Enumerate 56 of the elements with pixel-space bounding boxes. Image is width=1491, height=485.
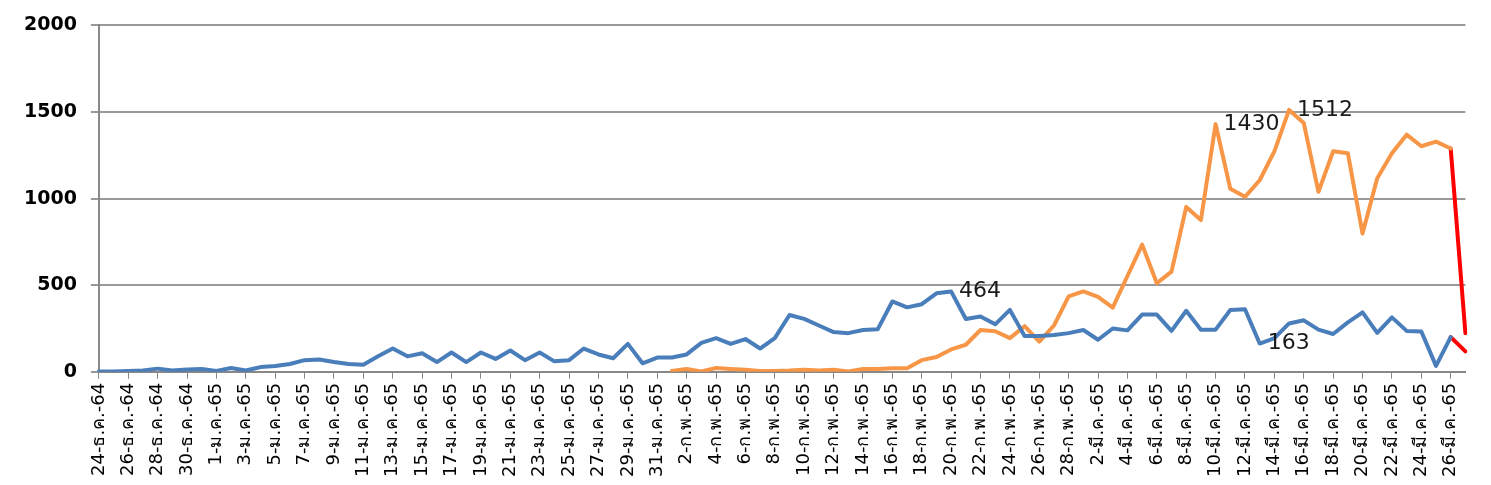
x-tick-label: 8-ก.พ.-65 bbox=[762, 382, 784, 465]
x-tick-label: 29-ม.ค.-65 bbox=[615, 382, 637, 478]
data-label: 1430 bbox=[1223, 109, 1280, 135]
x-tick-label: 18-มี.ค.-65 bbox=[1320, 382, 1342, 478]
x-tick-label: 24-ก.พ.-65 bbox=[997, 382, 1019, 477]
x-tick-label: 16-มี.ค.-65 bbox=[1291, 382, 1313, 478]
x-tick-label: 16-ก.พ.-65 bbox=[880, 382, 902, 477]
x-tick-label: 26-ธ.ค.-64 bbox=[115, 382, 137, 477]
x-tick-label: 23-ม.ค.-65 bbox=[527, 382, 549, 478]
x-tick-label: 28-ก.พ.-65 bbox=[1056, 382, 1078, 477]
x-tick-label: 2-มี.ค.-65 bbox=[1085, 382, 1107, 466]
x-tick-label: 14-ก.พ.-65 bbox=[850, 382, 872, 477]
x-tick-label: 12-มี.ค.-65 bbox=[1232, 382, 1254, 478]
data-label: 1512 bbox=[1297, 95, 1354, 121]
x-tick-label: 11-ม.ค.-65 bbox=[351, 382, 373, 478]
x-tick-label: 6-ก.พ.-65 bbox=[733, 382, 755, 465]
x-tick-label: 10-ก.พ.-65 bbox=[791, 382, 813, 477]
x-tick-label: 3-ม.ค.-65 bbox=[233, 382, 255, 466]
y-tick-label: 2000 bbox=[23, 12, 77, 35]
x-tick-label: 19-ม.ค.-65 bbox=[468, 382, 490, 478]
data-label: 464 bbox=[959, 277, 1002, 303]
x-tick-label: 14-มี.ค.-65 bbox=[1262, 382, 1284, 478]
x-tick-label: 9-ม.ค.-65 bbox=[321, 382, 343, 466]
x-tick-label: 6-มี.ค.-65 bbox=[1144, 382, 1166, 466]
x-tick-label: 25-ม.ค.-65 bbox=[556, 382, 578, 478]
x-tick-label: 12-ก.พ.-65 bbox=[821, 382, 843, 477]
x-tick-label: 1-ม.ค.-65 bbox=[204, 382, 226, 466]
x-tick-label: 7-ม.ค.-65 bbox=[292, 382, 314, 466]
x-tick-label: 20-ก.พ.-65 bbox=[938, 382, 960, 477]
x-tick-label: 26-ก.พ.-65 bbox=[1026, 382, 1048, 477]
y-tick-label: 1000 bbox=[23, 185, 77, 208]
data-label: 163 bbox=[1267, 329, 1310, 355]
y-tick-label: 1500 bbox=[23, 98, 77, 121]
x-tick-label: 30-ธ.ค.-64 bbox=[174, 382, 196, 477]
y-tick-label: 0 bbox=[63, 358, 77, 381]
x-tick-label: 10-มี.ค.-65 bbox=[1203, 382, 1225, 478]
x-tick-label: 2-ก.พ.-65 bbox=[674, 382, 696, 465]
x-tick-label: 4-มี.ค.-65 bbox=[1115, 382, 1137, 466]
x-tick-label: 20-มี.ค.-65 bbox=[1350, 382, 1372, 478]
x-tick-label: 22-มี.ค.-65 bbox=[1379, 382, 1401, 478]
y-tick-label: 500 bbox=[37, 272, 77, 295]
x-tick-label: 15-ม.ค.-65 bbox=[409, 382, 431, 478]
x-tick-label: 24-ธ.ค.-64 bbox=[86, 382, 108, 477]
x-tick-label: 17-ม.ค.-65 bbox=[439, 382, 461, 478]
x-tick-label: 13-ม.ค.-65 bbox=[380, 382, 402, 478]
x-tick-label: 8-มี.ค.-65 bbox=[1173, 382, 1195, 466]
x-tick-label: 5-ม.ค.-65 bbox=[262, 382, 284, 466]
x-tick-label: 28-ธ.ค.-64 bbox=[145, 382, 167, 477]
x-tick-label: 22-ก.พ.-65 bbox=[968, 382, 990, 477]
x-tick-label: 18-ก.พ.-65 bbox=[909, 382, 931, 477]
x-tick-label: 4-ก.พ.-65 bbox=[703, 382, 725, 465]
x-tick-label: 26-มี.ค.-65 bbox=[1438, 382, 1460, 478]
x-tick-label: 31-ม.ค.-65 bbox=[644, 382, 666, 478]
x-tick-label: 21-ม.ค.-65 bbox=[497, 382, 519, 478]
x-tick-label: 24-มี.ค.-65 bbox=[1408, 382, 1430, 478]
x-tick-label: 27-ม.ค.-65 bbox=[586, 382, 608, 478]
